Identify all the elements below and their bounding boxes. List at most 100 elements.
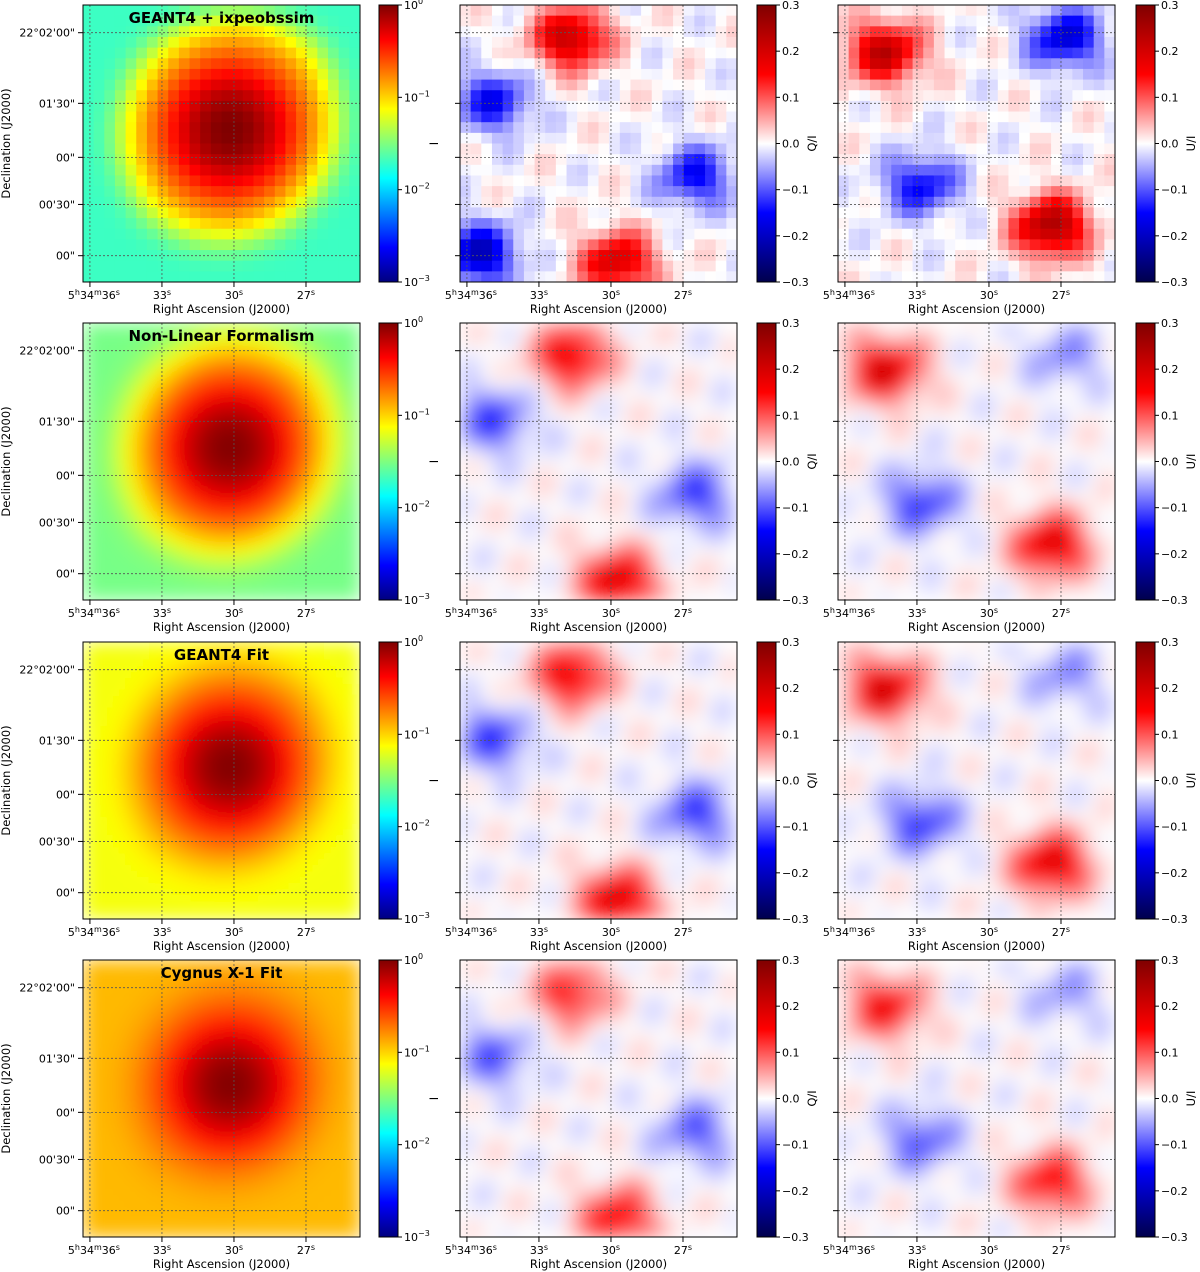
x-tick-label: 5h34m36s	[445, 925, 497, 939]
colorbar-tick-label: 100	[404, 0, 423, 12]
x-tick-label: 30s	[225, 1243, 243, 1257]
panel-frame	[82, 641, 361, 920]
colorbar-tick-label: 0.3	[782, 0, 800, 12]
x-tick-label: 30s	[980, 606, 998, 620]
heatmap-cells	[460, 960, 737, 1237]
colorbar-tick-label: −0.2	[1161, 548, 1188, 561]
x-tick-label: 30s	[602, 606, 620, 620]
colorbar	[1135, 4, 1156, 283]
colorbar-label: U/I	[1184, 1091, 1198, 1107]
colorbar-tick-label: 0.1	[1161, 728, 1179, 741]
colorbar-tick-label: 0.0	[782, 138, 800, 151]
colorbar-tick-label: −0.3	[782, 594, 809, 607]
colorbar-tick-label: 0.3	[782, 636, 800, 649]
colorbar-label: U/I	[1184, 136, 1198, 152]
panel-u-row-4: 5h34m36s 33s 30s 27s Right Ascension (J2000)…	[823, 954, 1198, 1271]
colorbar-tick-label: 0.1	[1161, 1046, 1179, 1059]
colorbar-tick-label: −0.1	[782, 1139, 809, 1152]
panel-title: GEANT4 + ixpeobssim	[129, 9, 315, 27]
panel-u-row-1: 5h34m36s 33s 30s 27s Right Ascension (J2000)…	[823, 0, 1198, 316]
x-tick-label: 5h34m36s	[68, 1243, 120, 1257]
y-tick-label: 01'30"	[39, 415, 75, 428]
colorbar-label: I	[427, 1097, 441, 1100]
colorbar-tick-label: 0.2	[1161, 45, 1179, 58]
x-tick-label: 5h34m36s	[68, 925, 120, 939]
panel-u-row-2: 5h34m36s 33s 30s 27s Right Ascension (J2000)…	[823, 317, 1198, 634]
colorbar-tick-label: 10−1	[404, 407, 430, 422]
y-tick-label: 00'30"	[39, 835, 75, 848]
panel-title: Non-Linear Formalism	[129, 327, 315, 345]
colorbar-tick-label: 0.1	[782, 728, 800, 741]
panel-intensity-row-1: 5h34m36s 33s 30s 27s Right Ascension (J2000)…	[0, 0, 441, 316]
y-tick-label: 22°02'00"	[19, 664, 75, 677]
x-axis-label: Right Ascension (J2000)	[530, 302, 667, 316]
panel-q-row-2: 5h34m36s 33s 30s 27s Right Ascension (J2000)…	[445, 317, 819, 634]
heatmap-cells	[83, 323, 360, 600]
y-tick-label: 00"	[56, 250, 75, 263]
colorbar-tick-label: −0.2	[1161, 867, 1188, 880]
y-tick-label: 00'30"	[39, 1153, 75, 1166]
x-axis-label: Right Ascension (J2000)	[530, 1257, 667, 1271]
colorbar	[1135, 641, 1156, 920]
panel-frame	[459, 641, 738, 920]
colorbar-tick-label: −0.1	[1161, 502, 1188, 515]
x-tick-label: 33s	[908, 1243, 926, 1257]
colorbar-tick-label: −0.3	[1161, 594, 1188, 607]
colorbar-label: I	[427, 779, 441, 782]
x-axis-label: Right Ascension (J2000)	[153, 302, 290, 316]
x-tick-label: 33s	[530, 925, 548, 939]
colorbar-tick-label: −0.3	[782, 276, 809, 289]
y-tick-label: 01'30"	[39, 1052, 75, 1065]
panel-intensity-row-3: 5h34m36s 33s 30s 27s Right Ascension (J2000)…	[0, 634, 441, 953]
x-tick-label: 27s	[297, 925, 315, 939]
colorbar	[756, 4, 777, 283]
colorbar-tick-label: −0.1	[782, 821, 809, 834]
colorbar-tick-label: 0.2	[782, 363, 800, 376]
colorbar-tick-label: 0.1	[1161, 409, 1179, 422]
heatmap-cells	[83, 960, 360, 1237]
panel-frame	[837, 322, 1116, 601]
colorbar-tick-label: −0.2	[1161, 1185, 1188, 1198]
colorbar-label: I	[427, 460, 441, 463]
x-tick-label: 33s	[153, 288, 171, 302]
y-axis-label: Declination (J2000)	[0, 725, 13, 835]
x-axis-label: Right Ascension (J2000)	[153, 620, 290, 634]
colorbar-tick-label: 0.0	[782, 1093, 800, 1106]
y-tick-label: 00"	[56, 568, 75, 581]
y-tick-label: 01'30"	[39, 97, 75, 110]
panel-title: GEANT4 Fit	[174, 646, 269, 664]
colorbar-tick-label: −0.3	[782, 913, 809, 926]
colorbar-tick-label: 10−3	[404, 1229, 430, 1244]
x-tick-label: 27s	[297, 606, 315, 620]
x-axis-label: Right Ascension (J2000)	[530, 620, 667, 634]
colorbar-tick-label: 0.0	[1161, 138, 1179, 151]
panel-intensity-row-2: 5h34m36s 33s 30s 27s Right Ascension (J2000)…	[0, 315, 441, 634]
x-tick-label: 30s	[980, 288, 998, 302]
heatmap-cells	[460, 642, 737, 919]
colorbar-tick-label: 0.2	[782, 682, 800, 695]
heatmap-cells	[838, 323, 1115, 600]
y-tick-label: 22°02'00"	[19, 27, 75, 40]
panel-frame	[837, 4, 1116, 283]
x-tick-label: 30s	[602, 925, 620, 939]
x-tick-label: 27s	[1052, 925, 1070, 939]
colorbar-tick-label: 10−2	[404, 182, 430, 197]
x-tick-label: 30s	[225, 606, 243, 620]
y-tick-label: 00'30"	[39, 516, 75, 529]
panel-frame	[837, 641, 1116, 920]
x-axis-label: Right Ascension (J2000)	[530, 939, 667, 953]
x-tick-label: 27s	[1052, 288, 1070, 302]
colorbar-tick-label: −0.3	[1161, 276, 1188, 289]
colorbar-tick-label: −0.2	[782, 230, 809, 243]
x-tick-label: 27s	[674, 925, 692, 939]
colorbar-tick-label: 100	[404, 634, 423, 649]
colorbar-tick-label: 0.1	[782, 91, 800, 104]
colorbar-tick-label: 10−2	[404, 1137, 430, 1152]
colorbar-tick-label: −0.2	[782, 548, 809, 561]
x-tick-label: 5h34m36s	[445, 288, 497, 302]
colorbar-tick-label: −0.1	[1161, 1139, 1188, 1152]
colorbar-label: I	[427, 142, 441, 145]
colorbar-tick-label: 0.3	[782, 954, 800, 967]
colorbar	[1135, 959, 1156, 1238]
